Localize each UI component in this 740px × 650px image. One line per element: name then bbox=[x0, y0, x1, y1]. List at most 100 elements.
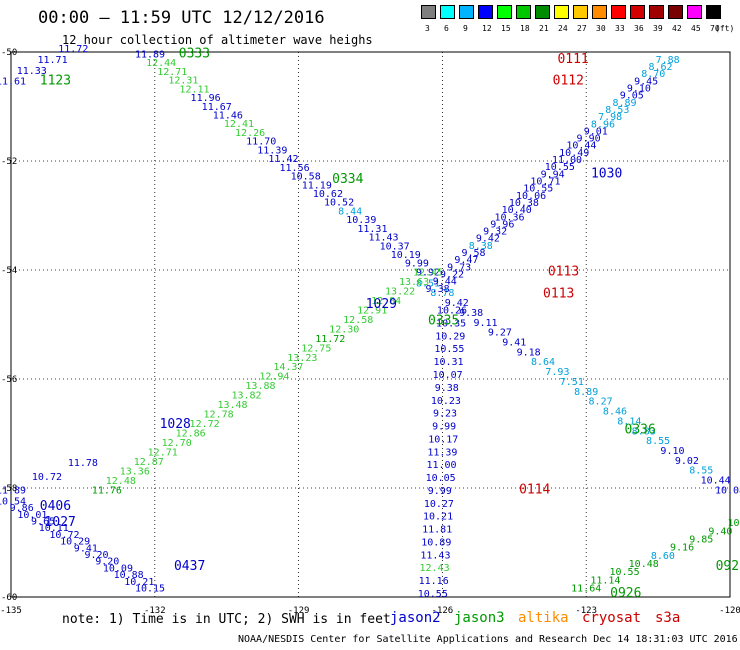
swh-value: 10.55 bbox=[418, 589, 448, 600]
swh-value: 11.72 bbox=[58, 44, 88, 55]
swh-value: 10.62 bbox=[313, 189, 343, 200]
legend-swatch bbox=[706, 5, 721, 19]
swh-value: 11.72 bbox=[315, 334, 345, 345]
swh-value: 11.71 bbox=[37, 55, 67, 66]
swh-value: 12.87 bbox=[134, 457, 164, 468]
swh-value: 11.31 bbox=[357, 224, 387, 235]
legend-label: 6 bbox=[444, 24, 449, 33]
swh-value: 8.64 bbox=[531, 357, 555, 368]
swh-value: 9.47 bbox=[454, 255, 478, 266]
swh-value: 11.67 bbox=[202, 102, 232, 113]
legend-label: 3 bbox=[425, 24, 430, 33]
swh-value: 11.33 bbox=[17, 66, 47, 77]
swh-value: 9.42 bbox=[445, 298, 469, 309]
swh-value: 10.31 bbox=[433, 357, 463, 368]
legend-swatch bbox=[516, 5, 531, 19]
swh-value: 11.70 bbox=[246, 137, 276, 148]
swh-value: 9.41 bbox=[74, 543, 98, 554]
swh-value: 13.23 bbox=[287, 353, 317, 364]
pass-time-label: 0926 bbox=[716, 559, 740, 574]
swh-value: 8.38 bbox=[469, 241, 493, 252]
swh-value: 7.93 bbox=[545, 367, 569, 378]
swh-value: 11.64 bbox=[571, 584, 601, 595]
swh-value: 9.42 bbox=[476, 234, 500, 245]
swh-value: 11.00 bbox=[426, 460, 456, 471]
pass-time-label: 1030 bbox=[591, 166, 622, 181]
swh-value: 12.31 bbox=[168, 76, 198, 87]
swh-value: 12.70 bbox=[162, 438, 192, 449]
legend-label: 15 bbox=[501, 24, 511, 33]
swh-value: 10.09 bbox=[103, 563, 133, 574]
swh-value: 8.83 bbox=[632, 426, 656, 437]
pass-time-label: 1028 bbox=[160, 417, 191, 432]
pass-time-label: 0112 bbox=[553, 74, 584, 89]
swh-value: 10.48 bbox=[629, 559, 659, 570]
swh-value: 10.44 bbox=[566, 141, 596, 152]
legend-swatch bbox=[421, 5, 436, 19]
swh-value: 9.92 bbox=[416, 267, 440, 278]
swh-value: 12.43 bbox=[420, 563, 450, 574]
pass-time-label: 0437 bbox=[174, 559, 205, 574]
swh-value: 8.60 bbox=[651, 551, 675, 562]
swh-value: 10.05 bbox=[426, 473, 456, 484]
footer-note: note: 1) Time is in UTC; 2) SWH is in fe… bbox=[62, 612, 391, 627]
pass-time-label: 0333 bbox=[179, 46, 210, 61]
swh-value: 10.55 bbox=[523, 184, 553, 195]
legend-label: 45 bbox=[691, 24, 701, 33]
legend-label: 12 bbox=[482, 24, 492, 33]
lon-tick-label: -120 bbox=[719, 606, 740, 616]
legend-swatch bbox=[459, 5, 474, 19]
swh-value: 10.36 bbox=[494, 212, 524, 223]
lat-tick-label: -52 bbox=[1, 157, 17, 167]
swh-value: 11.46 bbox=[213, 110, 243, 121]
swh-value: 10.38 bbox=[509, 198, 539, 209]
swh-value: 10.40 bbox=[502, 205, 532, 216]
legend-swatch bbox=[478, 5, 493, 19]
swh-value: 11.16 bbox=[419, 576, 449, 587]
legend-swatch bbox=[573, 5, 588, 19]
swh-value: 9.99 bbox=[428, 486, 452, 497]
legend-label: 36 bbox=[634, 24, 644, 33]
swh-value: 10.29 bbox=[60, 537, 90, 548]
swh-value: 12.45 bbox=[413, 267, 443, 278]
swh-value: 12.71 bbox=[148, 448, 178, 459]
swh-value: 12.78 bbox=[204, 410, 234, 421]
swh-value: 9.73 bbox=[447, 262, 471, 273]
swh-value: 11.56 bbox=[280, 163, 310, 174]
swh-value: 9.10 bbox=[627, 84, 651, 95]
lon-tick-label: -132 bbox=[144, 606, 166, 616]
legend-label: 33 bbox=[615, 24, 625, 33]
swh-value: 12.26 bbox=[235, 128, 265, 139]
legend-unit: (ft) bbox=[715, 24, 735, 33]
lon-tick-label: -126 bbox=[432, 606, 454, 616]
swh-value: 12.30 bbox=[329, 324, 359, 335]
pass-time-label: 0113 bbox=[548, 264, 579, 279]
pass-time-label: 0113 bbox=[543, 286, 574, 301]
swh-value: 9.94 bbox=[541, 169, 565, 180]
swh-value: 9.38 bbox=[426, 284, 450, 295]
swh-value: 9.65 bbox=[31, 516, 55, 527]
legend-label: 9 bbox=[463, 24, 468, 33]
swh-value: 11.43 bbox=[420, 550, 450, 561]
swh-value: 7.88 bbox=[656, 55, 680, 66]
swh-value: 12.91 bbox=[357, 305, 387, 316]
swh-value: 11.39 bbox=[257, 145, 287, 156]
swh-value: 10.72 bbox=[49, 530, 79, 541]
swh-value: 9.01 bbox=[584, 126, 608, 137]
swh-value: 10.08 bbox=[715, 485, 740, 496]
swh-value: 13.63 bbox=[399, 277, 429, 288]
swh-value: 9.27 bbox=[488, 328, 512, 339]
lon-tick-label: -129 bbox=[288, 606, 310, 616]
swh-value: 11.39 bbox=[427, 447, 457, 458]
legend-label: 21 bbox=[539, 24, 549, 33]
swh-value: 10.29 bbox=[435, 331, 465, 342]
pass-time-label: 1027 bbox=[45, 515, 76, 530]
satellite-name: jason2 bbox=[390, 610, 441, 626]
swh-value: 12.86 bbox=[176, 429, 206, 440]
lat-tick-label: -56 bbox=[1, 375, 17, 385]
swh-value: 12.41 bbox=[224, 119, 254, 130]
footer-credit: NOAA/NESDIS Center for Satellite Applica… bbox=[238, 634, 738, 645]
swh-value: 10.89 bbox=[421, 537, 451, 548]
pass-time-label: 0111 bbox=[557, 52, 588, 67]
